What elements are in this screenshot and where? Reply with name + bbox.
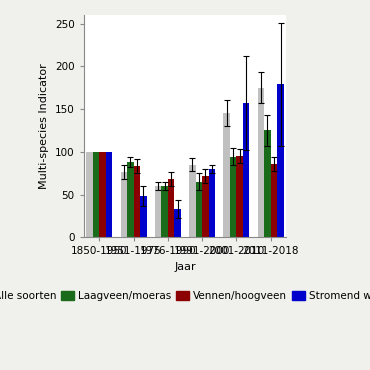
Bar [174,209,181,237]
Bar [264,130,271,237]
Bar [155,186,161,237]
Bar [106,152,112,237]
Bar [86,152,93,237]
Bar [127,162,134,237]
Bar [121,172,127,237]
Bar [271,164,277,237]
Bar [161,186,168,237]
Bar [202,176,209,237]
Bar [134,166,140,237]
Bar [168,179,174,237]
Bar [230,157,236,237]
Bar [189,165,196,237]
Bar [258,88,264,237]
Bar [243,103,249,237]
Y-axis label: Multi-species Indicator: Multi-species Indicator [40,63,50,189]
Bar [236,156,243,237]
Bar [99,152,106,237]
Bar [277,84,284,237]
Bar [209,169,215,237]
Bar [196,182,202,237]
X-axis label: Jaar: Jaar [174,262,196,272]
Bar [223,113,230,237]
Bar [93,152,99,237]
Bar [140,196,147,237]
Legend: Alle soorten, Laagveen/moeras, Vennen/hoogveen, Stromend water: Alle soorten, Laagveen/moeras, Vennen/ho… [0,287,370,306]
